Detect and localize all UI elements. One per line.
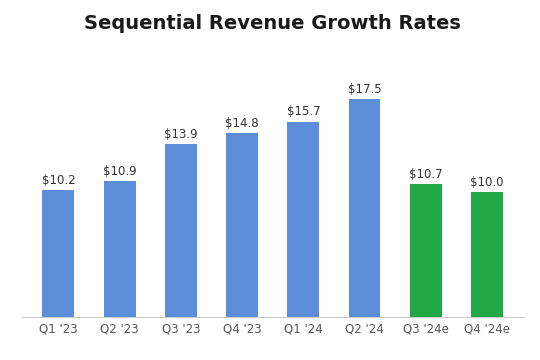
Text: $10.0: $10.0 — [470, 176, 504, 189]
Text: $13.9: $13.9 — [164, 128, 198, 141]
Text: $14.8: $14.8 — [225, 117, 259, 130]
Bar — [349, 99, 381, 317]
Text: $17.5: $17.5 — [348, 83, 381, 96]
Text: $10.2: $10.2 — [42, 174, 75, 187]
Bar — [43, 190, 75, 317]
Bar — [287, 122, 319, 317]
Bar — [410, 184, 442, 317]
Bar — [226, 133, 258, 317]
Text: $10.7: $10.7 — [409, 168, 443, 181]
Bar — [104, 181, 136, 317]
Text: $15.7: $15.7 — [287, 105, 320, 118]
Bar — [471, 193, 503, 317]
Title: Sequential Revenue Growth Rates: Sequential Revenue Growth Rates — [84, 14, 461, 33]
Text: $10.9: $10.9 — [103, 165, 137, 178]
Bar — [165, 144, 197, 317]
